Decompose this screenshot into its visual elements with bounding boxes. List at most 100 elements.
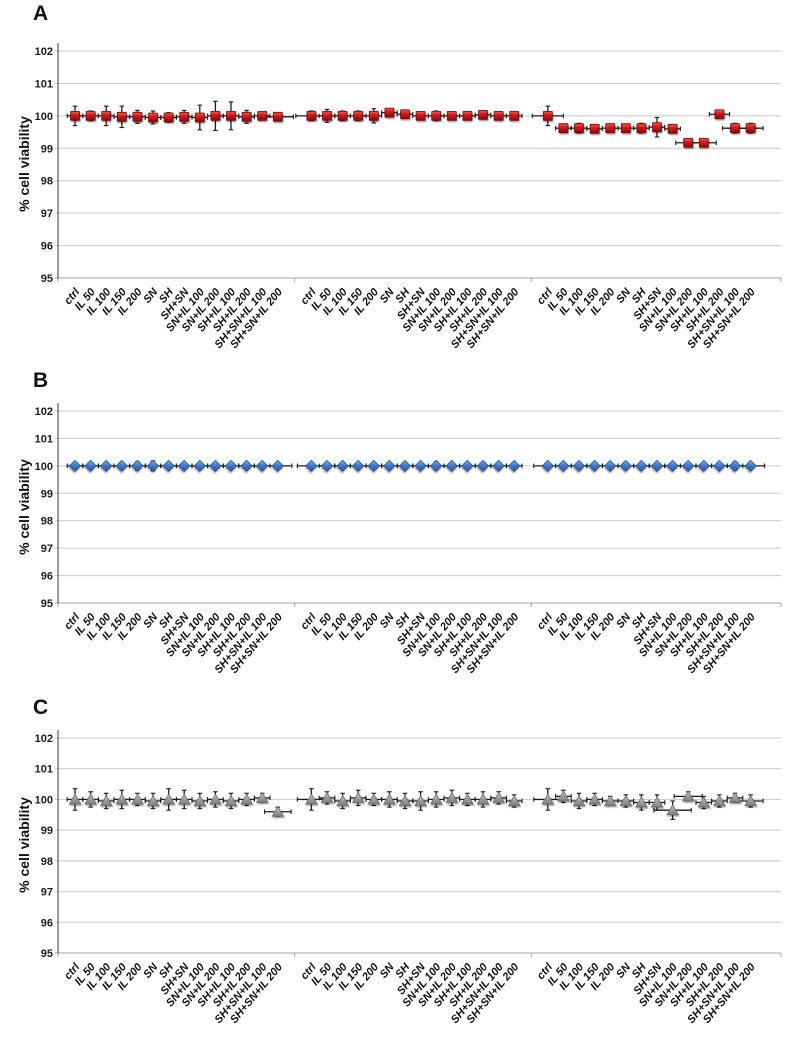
data-point-marker [714, 109, 725, 120]
data-point-marker [320, 791, 334, 803]
y-tick-label: 100 [35, 111, 53, 123]
data-point-marker [697, 459, 710, 472]
data-point-marker [698, 137, 709, 148]
data-point-marker [541, 793, 555, 805]
data-point-marker [728, 459, 742, 472]
gridlines [55, 50, 782, 282]
y-tick-label: 99 [41, 825, 53, 837]
y-tick-label: 96 [41, 241, 53, 253]
data-point-marker [84, 459, 97, 472]
data-point-marker [619, 459, 632, 472]
data-point-marker [224, 459, 238, 472]
y-tick-label: 98 [41, 176, 53, 188]
data-point-marker [462, 110, 473, 121]
data-point-marker [650, 459, 664, 472]
data-point-marker [636, 123, 647, 134]
data-point-marker [131, 793, 144, 805]
y-tick-label: 97 [41, 887, 53, 899]
data-point-marker [683, 137, 694, 148]
data-point-marker [132, 111, 143, 122]
y-tick-label: 102 [35, 406, 53, 418]
data-point-marker [70, 110, 80, 121]
y-tick-label: 98 [41, 516, 53, 528]
data-point-marker [620, 123, 631, 134]
data-point-marker [257, 110, 268, 121]
data-point-marker [384, 107, 395, 118]
data-point-marker [461, 793, 474, 805]
data-point-marker [508, 459, 521, 472]
y-tick-label: 95 [41, 273, 53, 285]
data-point-marker [713, 794, 726, 806]
data-point-marker [652, 122, 662, 133]
data-point-marker [414, 794, 427, 806]
y-tick-label: 100 [35, 461, 53, 473]
y-tick-label: 96 [41, 917, 53, 929]
data-point-marker [100, 459, 113, 472]
data-point-marker [193, 794, 207, 806]
data-point-marker [603, 794, 617, 806]
data-point-marker [131, 459, 144, 472]
data-point-marker [99, 794, 113, 806]
y-tick-label: 102 [35, 733, 53, 745]
data-point-marker [635, 796, 648, 808]
data-point-marker [101, 110, 112, 121]
data-point-marker [572, 459, 586, 472]
data-point-marker [478, 109, 488, 120]
data-point-marker [256, 459, 269, 472]
data-point-marker [604, 459, 617, 472]
data-point-marker [744, 459, 757, 472]
data-point-marker [224, 794, 238, 806]
data-point-marker [745, 123, 756, 134]
data-point-marker [85, 110, 96, 121]
data-point-marker [605, 123, 616, 134]
data-point-marker [509, 110, 520, 121]
y-tick-label: 99 [41, 488, 53, 500]
y-tick-labels: 102 101 100 99 98 97 96 95 [35, 46, 53, 285]
data-point-marker [400, 109, 410, 120]
data-point-marker [306, 110, 317, 121]
data-point-marker [336, 459, 349, 472]
y-tick-label: 98 [41, 856, 53, 868]
data-point-marker [713, 459, 726, 472]
data-point-marker [226, 110, 236, 121]
y-tick-label: 101 [35, 433, 53, 445]
data-series [68, 790, 757, 817]
data-point-marker [148, 112, 158, 123]
data-point-marker [210, 110, 221, 121]
data-point-marker [697, 796, 711, 808]
data-point-marker [588, 793, 601, 805]
y-tick-label: 100 [35, 794, 53, 806]
data-point-marker [240, 459, 253, 472]
data-point-marker [398, 459, 412, 472]
data-point-marker [446, 110, 457, 121]
data-point-marker [115, 459, 128, 472]
data-point-marker [193, 459, 206, 472]
y-tick-label: 101 [35, 78, 53, 90]
data-point-marker [476, 459, 490, 472]
data-point-marker [730, 123, 740, 134]
data-point-marker [557, 459, 570, 472]
data-point-marker [163, 112, 174, 123]
data-point-marker [336, 794, 349, 806]
data-point-marker [492, 459, 505, 472]
gridlines [55, 410, 782, 607]
data-point-marker [240, 793, 253, 805]
y-tick-labels: 102 101 100 99 98 97 96 95 [35, 406, 53, 610]
data-point-marker [194, 112, 205, 123]
data-point-marker [541, 459, 554, 472]
y-tick-label: 96 [41, 571, 53, 583]
data-point-marker [367, 793, 381, 805]
data-point-marker [589, 123, 600, 134]
data-point-marker [337, 110, 348, 121]
data-point-marker [558, 123, 569, 134]
y-tick-label: 97 [41, 543, 53, 555]
data-point-marker [542, 110, 553, 121]
data-point-marker [352, 459, 365, 472]
data-point-marker [666, 459, 679, 472]
data-point-marker [574, 123, 584, 134]
data-point-marker [635, 459, 648, 472]
data-point-marker [367, 459, 380, 472]
